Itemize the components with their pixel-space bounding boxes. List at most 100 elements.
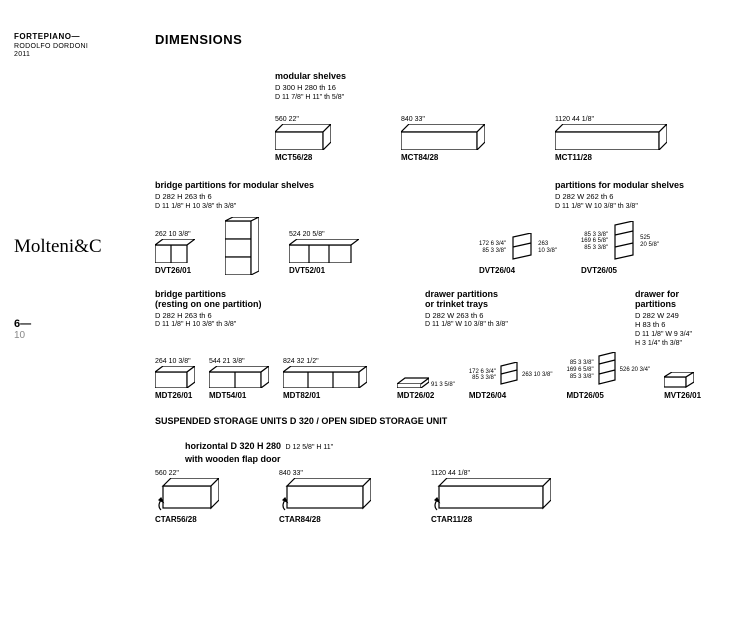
item-mdt2605: 85 3 3/8" 169 6 5/8" 85 3 3/8" 526 20 3/… xyxy=(566,352,650,400)
dim-top: 824 32 1/2" xyxy=(283,358,367,365)
row-suspended-items: 560 22" CTAR56/28 840 33" CTAR84/28 1120… xyxy=(155,470,735,524)
item-dvt2604: 172 6 3/4" 85 3 3/8" 263 10 3/8" DVT26/0… xyxy=(479,233,557,275)
dim-top: 560 22" xyxy=(275,116,331,123)
section-partitions-modular: partitions for modular shelves D 282 W 2… xyxy=(555,180,735,211)
dim-top: 1120 44 1/8" xyxy=(431,470,551,477)
dim-top: 1120 44 1/8" xyxy=(555,116,667,123)
item-code: CTAR56/28 xyxy=(155,515,219,524)
item-dvt5201: 524 20 5/8" DVT52/01 xyxy=(289,231,359,275)
section-title: bridge partitions (resting on one partit… xyxy=(155,289,425,309)
item-code: MDT26/05 xyxy=(566,391,650,400)
item-code: MCT56/28 xyxy=(275,153,331,162)
dim-imperial: D 11 1/8" W 10 3/8" th 3/8" xyxy=(425,320,635,329)
item-code: MCT84/28 xyxy=(401,153,485,162)
section-drawer-for-partitions: drawer for partitions D 282 W 249 H 83 t… xyxy=(635,289,692,349)
dim-top: 840 33" xyxy=(279,470,371,477)
note-right: 526 20 3/4" xyxy=(620,367,651,374)
partition-side-icon xyxy=(498,362,520,388)
partition-icon xyxy=(155,239,195,263)
item-code: DVT26/05 xyxy=(581,266,659,275)
note-left: 85 3 3/8" 169 6 5/8" 85 3 3/8" xyxy=(581,232,608,252)
item-code: MDT54/01 xyxy=(209,391,269,400)
dim-imperial: D 11 1/8" H 10 3/8" th 3/8" xyxy=(155,202,314,211)
page-title: DIMENSIONS xyxy=(155,32,735,47)
storage-flap-icon xyxy=(155,478,219,512)
section-title: partitions for modular shelves xyxy=(555,180,735,190)
item-ctar56: 560 22" CTAR56/28 xyxy=(155,470,219,524)
dim-metric: D 282 H 263 th 6 xyxy=(155,311,425,321)
item-mdt2604: 172 6 3/4" 85 3 3/8" 263 10 3/8" MDT26/0… xyxy=(469,362,553,400)
dim-metric: D 282 W 262 th 6 xyxy=(555,192,735,202)
item-mct56: 560 22" MCT56/28 xyxy=(275,116,331,162)
dim-top: 264 10 3/8" xyxy=(155,358,195,365)
item-code: MDT26/02 xyxy=(397,391,455,400)
dim-top: 560 22" xyxy=(155,470,219,477)
dim-top: 262 10 3/8" xyxy=(155,231,195,238)
section-title: bridge partitions for modular shelves xyxy=(155,180,314,190)
item-code: CTAR11/28 xyxy=(431,515,551,524)
storage-flap-icon xyxy=(431,478,551,512)
dim-imperial: D 11 1/8" W 9 3/4" H 3 1/4" th 3/8" xyxy=(635,330,692,348)
row-resting-items: 264 10 3/8" MDT26/01 544 21 3/8" MDT54/0… xyxy=(155,352,735,400)
design-year: 2011 xyxy=(14,51,144,58)
shelf-icon xyxy=(555,124,667,150)
note-left: 172 6 3/4" 85 3 3/8" xyxy=(469,369,496,382)
item-ctar84: 840 33" CTAR84/28 xyxy=(279,470,371,524)
item-code: MDT26/01 xyxy=(155,391,195,400)
product-name: FORTEPIANO— xyxy=(14,32,144,41)
item-code: CTAR84/28 xyxy=(279,515,371,524)
item-code: DVT52/01 xyxy=(289,266,359,275)
sidebar: FORTEPIANO— RODOLFO DORDONI 2011 Molteni… xyxy=(14,32,144,341)
sub-note: with wooden flap door xyxy=(185,454,735,464)
item-mdt2601: 264 10 3/8" MDT26/01 xyxy=(155,358,195,400)
note-right: 525 20 5/8" xyxy=(640,235,659,248)
item-mct84: 840 33" MCT84/28 xyxy=(401,116,485,162)
section-drawer-trinket: drawer partitions or trinket trays D 282… xyxy=(425,289,635,330)
note-right: 263 10 3/8" xyxy=(538,241,557,254)
item-ctar11: 1120 44 1/8" CTAR11/28 xyxy=(431,470,551,524)
item-code: MVT26/01 xyxy=(664,391,701,400)
tray-icon xyxy=(397,374,429,388)
section-title-suspended: SUSPENDED STORAGE UNITS D 320 / OPEN SID… xyxy=(155,416,735,426)
box-icon xyxy=(209,366,269,388)
shelf-icon xyxy=(275,124,331,150)
page-indicator: 6— 10 xyxy=(14,318,144,341)
item-code: DVT26/01 xyxy=(155,266,195,275)
section-bridge-resting: bridge partitions (resting on one partit… xyxy=(155,289,425,330)
dim-metric: D 282 W 249 H 83 th 6 xyxy=(635,311,692,331)
row-bridge-headers: bridge partitions for modular shelves D … xyxy=(155,180,735,211)
brand-logo: Molteni&C xyxy=(14,236,144,258)
sub-imperial: D 12 5/8" H 11" xyxy=(285,444,333,451)
dim-imperial: D 11 1/8" W 10 3/8" th 3/8" xyxy=(555,202,735,211)
section-title: drawer partitions or trinket trays xyxy=(425,289,635,309)
sub-title: horizontal D 320 H 280 xyxy=(185,441,281,451)
item-code: DVT26/04 xyxy=(479,266,557,275)
dim-imperial: D 11 1/8" H 10 3/8" th 3/8" xyxy=(155,320,425,329)
dim-metric: D 282 H 263 th 6 xyxy=(155,192,314,202)
row-modular-shelves: 560 22" MCT56/28 840 33" MCT84/28 1120 4… xyxy=(275,116,735,162)
box-icon xyxy=(155,366,195,388)
partition-icon xyxy=(289,239,359,263)
item-dvt2605: 85 3 3/8" 169 6 5/8" 85 3 3/8" 525 20 5/… xyxy=(581,221,659,275)
section-title: modular shelves xyxy=(275,71,735,81)
partition-side-icon xyxy=(596,352,618,388)
note-left: 172 6 3/4" 85 3 3/8" xyxy=(479,241,506,254)
section-title: drawer for partitions xyxy=(635,289,692,309)
drawer-icon xyxy=(664,372,694,388)
dim-imperial: D 11 7/8" H 11" th 5/8" xyxy=(275,93,735,102)
item-dvt2601: 262 10 3/8" DVT26/01 xyxy=(155,231,195,275)
item-code: MDT82/01 xyxy=(283,391,367,400)
note: 91 3 5/8" xyxy=(431,382,455,389)
page-total: 10 xyxy=(14,330,25,341)
shelf-icon xyxy=(401,124,485,150)
tower-icon xyxy=(225,217,259,275)
box-icon xyxy=(283,366,367,388)
item-mdt8201: 824 32 1/2" MDT82/01 xyxy=(283,358,367,400)
partition-side-icon xyxy=(611,221,637,263)
partition-side-icon xyxy=(509,233,535,263)
dim-metric: D 282 W 263 th 6 xyxy=(425,311,635,321)
section-modular-shelves: modular shelves D 300 H 280 th 16 D 11 7… xyxy=(275,71,735,102)
dim-top: 524 20 5/8" xyxy=(289,231,359,238)
note-right: 263 10 3/8" xyxy=(522,372,553,379)
page-current: 6— xyxy=(14,318,31,330)
